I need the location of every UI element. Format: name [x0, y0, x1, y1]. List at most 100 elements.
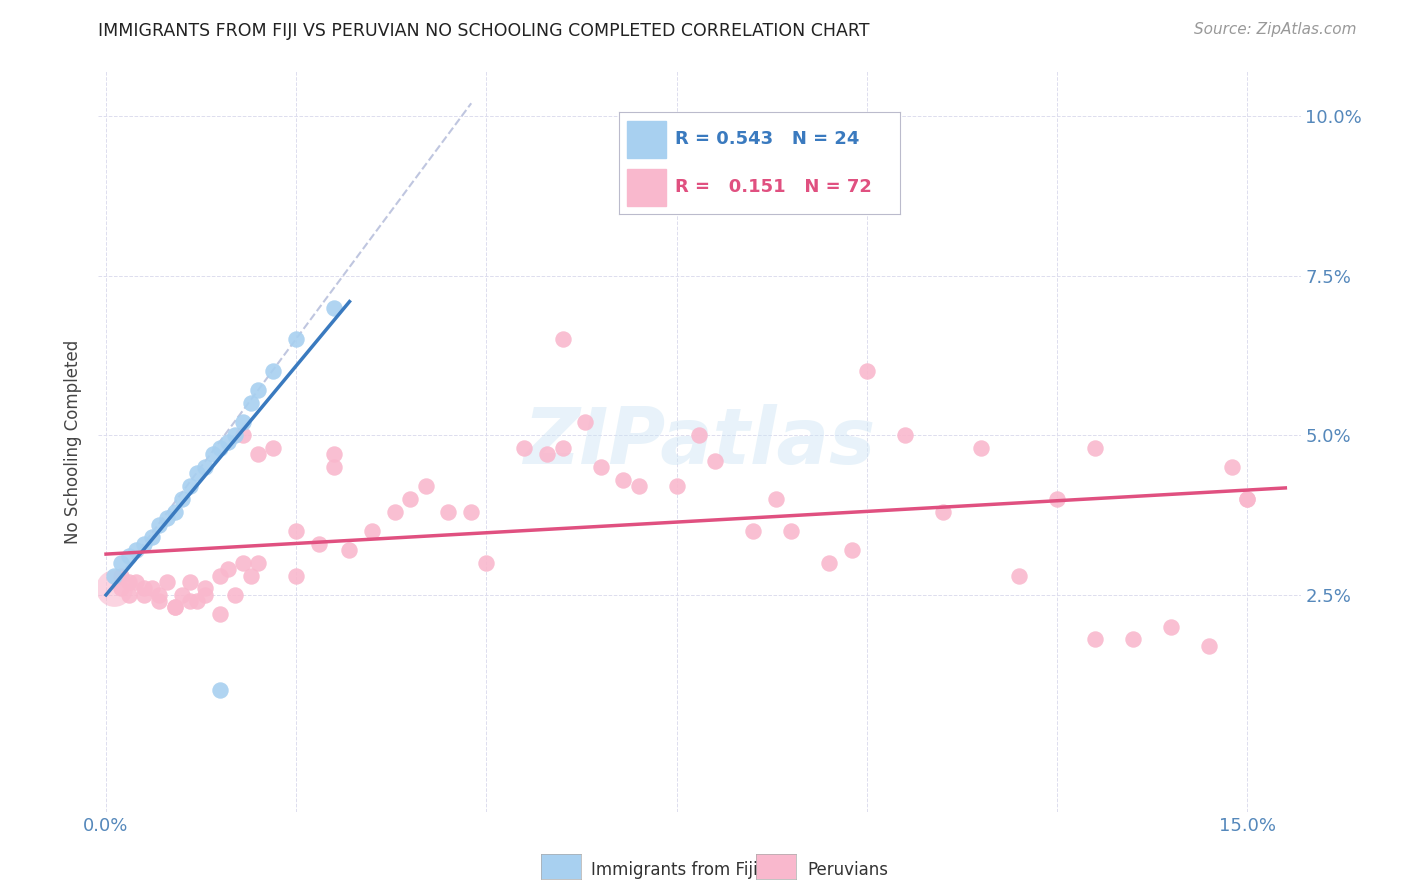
Point	[1122, 632, 1144, 647]
Point	[665, 479, 688, 493]
Text: R = 0.543   N = 24: R = 0.543 N = 24	[675, 130, 859, 148]
Point	[339, 543, 361, 558]
Point	[513, 441, 536, 455]
Point	[741, 524, 763, 538]
Point	[688, 428, 710, 442]
Point	[118, 588, 141, 602]
Point	[247, 447, 270, 461]
Point	[612, 473, 634, 487]
Point	[856, 364, 879, 378]
Point	[551, 441, 574, 455]
Point	[308, 536, 330, 550]
Point	[536, 447, 558, 461]
Point	[1046, 491, 1069, 506]
Point	[415, 479, 437, 493]
Point	[1236, 491, 1258, 506]
Point	[399, 491, 422, 506]
Point	[209, 607, 232, 621]
Point	[194, 582, 217, 596]
Point	[1084, 632, 1107, 647]
Point	[217, 562, 239, 576]
Point	[103, 568, 125, 582]
Point	[817, 556, 839, 570]
Point	[217, 434, 239, 449]
Point	[384, 505, 406, 519]
Point	[163, 505, 186, 519]
Point	[262, 441, 284, 455]
Point	[627, 479, 650, 493]
Point	[285, 568, 308, 582]
Point	[148, 588, 170, 602]
Point	[125, 543, 148, 558]
Point	[163, 600, 186, 615]
Point	[201, 447, 224, 461]
Point	[110, 568, 132, 582]
Point	[765, 491, 787, 506]
Point	[132, 582, 155, 596]
Point	[703, 453, 725, 467]
Point	[932, 505, 955, 519]
Point	[156, 511, 179, 525]
Point	[323, 460, 346, 475]
Point	[1160, 619, 1182, 633]
Point	[224, 588, 246, 602]
Point	[110, 556, 132, 570]
Point	[970, 441, 993, 455]
Point	[179, 574, 201, 589]
Point	[285, 333, 308, 347]
Point	[361, 524, 384, 538]
Point	[262, 364, 284, 378]
Point	[232, 416, 254, 430]
Point	[239, 396, 262, 410]
Point	[779, 524, 801, 538]
Point	[247, 556, 270, 570]
Point	[172, 491, 194, 506]
Point	[894, 428, 917, 442]
Point	[186, 594, 208, 608]
Point	[141, 530, 163, 544]
Point	[125, 574, 148, 589]
Point	[209, 441, 232, 455]
Bar	[627, 120, 666, 158]
Bar	[627, 169, 666, 206]
Point	[141, 582, 163, 596]
Text: ZIPatlas: ZIPatlas	[523, 403, 876, 480]
Point	[285, 524, 308, 538]
Point	[186, 467, 208, 481]
Text: IMMIGRANTS FROM FIJI VS PERUVIAN NO SCHOOLING COMPLETED CORRELATION CHART: IMMIGRANTS FROM FIJI VS PERUVIAN NO SCHO…	[98, 22, 870, 40]
Text: Immigrants from Fiji: Immigrants from Fiji	[591, 861, 758, 879]
Point	[110, 582, 132, 596]
Point	[239, 568, 262, 582]
Point	[1198, 639, 1220, 653]
Point	[148, 594, 170, 608]
Point	[156, 574, 179, 589]
Point	[247, 384, 270, 398]
Point	[437, 505, 460, 519]
Point	[323, 301, 346, 315]
Point	[194, 588, 217, 602]
Point	[209, 683, 232, 698]
Y-axis label: No Schooling Completed: No Schooling Completed	[65, 340, 83, 543]
Point	[194, 460, 217, 475]
Point	[118, 574, 141, 589]
Point	[232, 556, 254, 570]
Point	[224, 428, 246, 442]
Point	[172, 588, 194, 602]
Point	[132, 536, 155, 550]
Point	[841, 543, 863, 558]
Point	[551, 333, 574, 347]
Point	[209, 568, 232, 582]
Point	[1008, 568, 1031, 582]
Point	[179, 479, 201, 493]
Point	[1236, 491, 1258, 506]
Point	[179, 594, 201, 608]
Text: Source: ZipAtlas.com: Source: ZipAtlas.com	[1194, 22, 1357, 37]
Text: R =   0.151   N = 72: R = 0.151 N = 72	[675, 178, 872, 196]
Point	[323, 447, 346, 461]
Point	[163, 600, 186, 615]
Point	[589, 460, 612, 475]
Point	[1220, 460, 1243, 475]
Point	[1084, 441, 1107, 455]
Text: Peruvians: Peruvians	[807, 861, 889, 879]
Point	[118, 549, 141, 564]
